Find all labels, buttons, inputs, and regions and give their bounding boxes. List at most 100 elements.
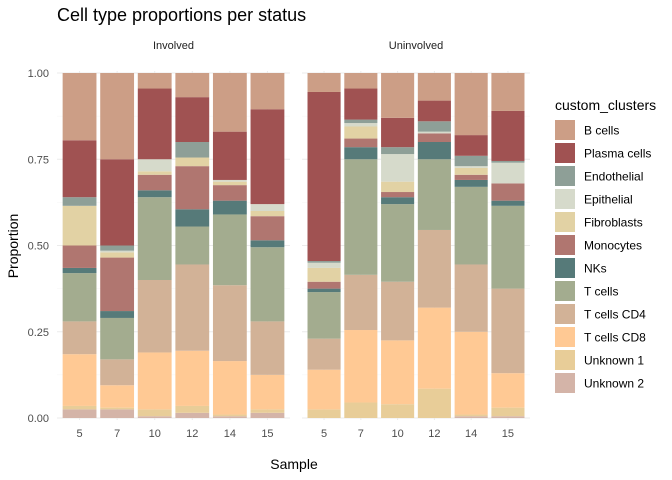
bar-segment-unknown-1 <box>381 404 415 418</box>
bar-segment-plasma-cells <box>250 109 285 205</box>
legend-item-nks: NKs <box>555 258 607 278</box>
legend-swatch <box>555 235 575 255</box>
legend-item-monocytes: Monocytes <box>555 235 642 255</box>
x-tick-label: 14 <box>465 428 477 440</box>
bar-segment-endothelial <box>100 245 135 251</box>
bar-segment-t-cells-cd4 <box>417 229 451 308</box>
bar-segment-fibroblasts <box>307 267 341 282</box>
bar-segment-plasma-cells <box>137 88 172 160</box>
bar-segment-unknown-1 <box>212 414 247 417</box>
legend-item-t-cells-cd4: T cells CD4 <box>555 304 646 324</box>
bar-segment-fibroblasts <box>137 171 172 175</box>
bar-segment-b-cells <box>100 73 135 160</box>
bar-segment-monocytes <box>100 257 135 312</box>
legend-item-t-cells: T cells <box>555 281 618 301</box>
bar-segment-monocytes <box>454 174 488 180</box>
bar-stack-sample-15 <box>250 73 285 418</box>
bar-segment-t-cells <box>100 317 135 360</box>
bar-stack-sample-14 <box>454 73 488 418</box>
bar-segment-fibroblasts <box>344 126 378 139</box>
bar-stack-sample-10 <box>381 73 415 418</box>
legend-label: NKs <box>584 262 607 276</box>
legend-label: T cells CD4 <box>584 308 646 322</box>
bar-segment-unknown-1 <box>307 409 341 418</box>
legend-swatch <box>555 327 575 347</box>
bar-segment-b-cells <box>137 73 172 89</box>
bar-segment-t-cells-cd4 <box>62 321 97 355</box>
bars <box>307 73 525 418</box>
legend-swatch <box>555 281 575 301</box>
bar-segment-t-cells-cd8 <box>491 373 525 408</box>
bar-segment-t-cells <box>250 247 285 322</box>
bar-segment-plasma-cells <box>307 91 341 262</box>
bar-segment-unknown-2 <box>212 416 247 418</box>
bar-segment-t-cells-cd8 <box>250 374 285 410</box>
bar-segment-plasma-cells <box>100 159 135 246</box>
panel-uninvolved: Uninvolved 5 7 10 12 14 15 <box>302 40 530 440</box>
bars <box>62 73 285 418</box>
bar-segment-b-cells <box>175 73 210 98</box>
bar-segment-epithelial <box>491 162 525 184</box>
bar-segment-epithelial <box>212 179 247 182</box>
bar-segment-plasma-cells <box>175 97 210 142</box>
bar-segment-monocytes <box>137 174 172 191</box>
bar-segment-monocytes <box>250 216 285 241</box>
legend-label: T cells CD8 <box>584 331 646 345</box>
bar-segment-t-cells-cd4 <box>250 321 285 375</box>
legend-swatch <box>555 350 575 370</box>
bar-segment-epithelial <box>307 262 341 268</box>
x-tick-label: 15 <box>261 428 273 440</box>
legend-swatch <box>555 189 575 209</box>
bar-segment-t-cells <box>417 159 451 230</box>
bar-segment-t-cells-cd8 <box>307 369 341 410</box>
bar-stack-sample-10 <box>137 73 172 418</box>
x-tick-label: 5 <box>76 428 82 440</box>
legend-swatch <box>555 143 575 163</box>
legend-swatch <box>555 258 575 278</box>
bar-segment-nks <box>381 197 415 205</box>
bar-segment-monocytes <box>417 133 451 142</box>
bar-segment-b-cells <box>62 73 97 141</box>
bar-segment-nks <box>250 240 285 248</box>
bar-segment-plasma-cells <box>381 117 415 148</box>
bar-segment-monocytes <box>212 185 247 201</box>
x-tick-label: 7 <box>114 428 120 440</box>
legend-label: Endothelial <box>584 170 643 184</box>
bar-stack-sample-12 <box>175 73 210 418</box>
legend-label: B cells <box>584 124 619 138</box>
bar-segment-t-cells <box>307 292 341 339</box>
bar-segment-epithelial <box>100 250 135 253</box>
legend-label: Unknown 1 <box>584 354 644 368</box>
bar-segment-epithelial <box>250 204 285 211</box>
bar-segment-unknown-1 <box>250 409 285 413</box>
legend-item-t-cells-cd8: T cells CD8 <box>555 327 646 347</box>
bar-segment-endothelial <box>454 155 488 167</box>
bar-segment-epithelial <box>381 154 415 182</box>
y-axis: 0.00 0.25 0.50 0.75 1.00 <box>28 68 49 425</box>
legend-item-unknown-2: Unknown 2 <box>555 373 644 393</box>
x-tick-label: 12 <box>186 428 198 440</box>
bar-segment-epithelial <box>454 166 488 168</box>
bar-segment-b-cells <box>344 73 378 89</box>
bar-segment-endothelial <box>344 119 378 124</box>
bar-segment-fibroblasts <box>100 252 135 258</box>
legend-label: Monocytes <box>584 239 642 253</box>
bar-segment-fibroblasts <box>212 181 247 186</box>
legend-item-fibroblasts: Fibroblasts <box>555 212 643 232</box>
legend-swatch <box>555 373 575 393</box>
bar-segment-t-cells <box>212 214 247 286</box>
bar-segment-unknown-1 <box>175 405 210 413</box>
bar-segment-t-cells-cd8 <box>100 385 135 408</box>
bar-segment-b-cells <box>381 73 415 118</box>
legend: custom_clusters B cells Plasma cells Endot… <box>555 97 656 393</box>
bar-segment-nks <box>175 209 210 227</box>
bar-segment-nks <box>417 142 451 160</box>
bar-segment-nks <box>307 288 341 293</box>
bar-segment-fibroblasts <box>250 211 285 217</box>
bar-segment-t-cells-cd4 <box>491 288 525 374</box>
facet-label-uninvolved: Uninvolved <box>389 40 443 52</box>
facet-label-involved: Involved <box>153 40 194 52</box>
bar-segment-nks <box>100 311 135 318</box>
bar-segment-unknown-1 <box>344 402 378 418</box>
bar-stack-sample-7 <box>100 73 135 418</box>
